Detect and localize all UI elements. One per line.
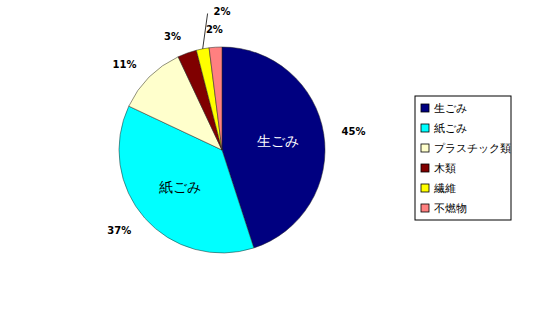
- legend-label: 不燃物: [434, 202, 467, 215]
- data-label: 11%: [113, 59, 137, 70]
- legend-swatch: [421, 164, 429, 172]
- legend-swatch: [421, 124, 429, 132]
- data-label: 2%: [214, 6, 231, 17]
- legend: 生ごみ紙ごみプラスチック類木類繊維不燃物: [415, 96, 511, 220]
- slices: [119, 47, 325, 253]
- chart: 生ごみ45%紙ごみ37%11%3%2%2%生ごみ紙ごみプラスチック類木類繊維不燃…: [0, 0, 545, 311]
- data-label: 45%: [342, 126, 366, 137]
- legend-frame: [415, 96, 511, 220]
- legend-label: プラスチック類: [434, 142, 511, 155]
- legend-swatch: [421, 104, 429, 112]
- legend-swatch: [421, 184, 429, 192]
- legend-label: 生ごみ: [434, 102, 467, 115]
- legend-label: 繊維: [433, 182, 456, 195]
- data-label: 2%: [206, 24, 223, 35]
- legend-swatch: [421, 204, 429, 212]
- labels: 生ごみ 45% 紙ごみ 37% 11% 3% 2% 2%: [107, 6, 365, 236]
- pie-slice: [209, 47, 222, 150]
- legend-label: 木類: [434, 162, 456, 175]
- slice-name: 生ごみ: [257, 133, 299, 149]
- pie-slice: [196, 48, 222, 150]
- data-label: 3%: [164, 31, 181, 42]
- slice-name: 紙ごみ: [159, 179, 201, 195]
- legend-label: 紙ごみ: [434, 122, 467, 135]
- data-label: 37%: [107, 225, 131, 236]
- legend-swatch: [421, 144, 429, 152]
